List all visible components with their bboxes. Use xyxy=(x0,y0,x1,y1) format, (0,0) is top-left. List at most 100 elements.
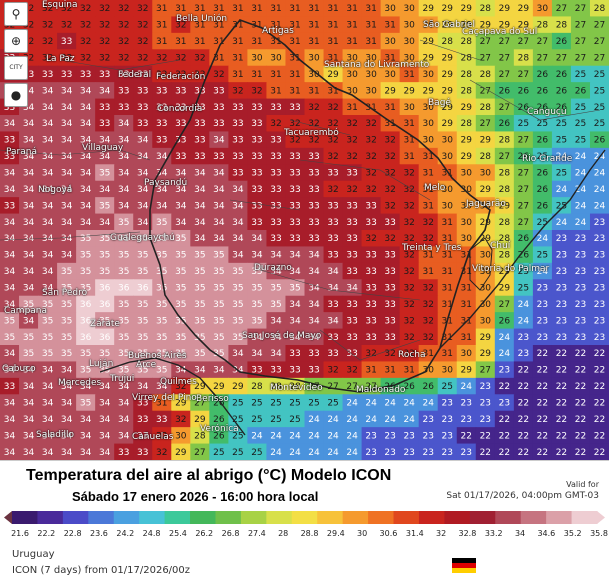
temperature-cell xyxy=(57,32,77,50)
temperature-value: 29 xyxy=(175,448,187,458)
temperature-cell xyxy=(228,65,249,83)
scale-segment xyxy=(190,511,216,524)
temperature-value: 33 xyxy=(99,70,110,80)
temperature-value: 33 xyxy=(156,415,167,425)
temperature-value: 29 xyxy=(442,21,454,31)
temperature-cell xyxy=(19,312,39,330)
temperature-value: 28 xyxy=(289,382,301,392)
temperature-value: 25 xyxy=(575,70,586,80)
temperature-value: 35 xyxy=(194,251,205,261)
temperature-cell xyxy=(532,410,553,428)
temperature-value: 28 xyxy=(537,21,549,31)
temperature-value: 30 xyxy=(480,300,492,310)
map-view[interactable]: 3232323232323232313131313131313131313131… xyxy=(0,0,609,460)
temperature-value: 31 xyxy=(213,21,224,31)
temperature-cell xyxy=(551,147,572,165)
temperature-value: 30 xyxy=(270,54,282,64)
city-labels-icon[interactable]: CITY xyxy=(4,56,28,80)
scale-tick-label: 22.8 xyxy=(63,529,82,538)
temperature-value: 32 xyxy=(99,4,110,14)
temperature-value: 27 xyxy=(518,185,529,195)
temperature-value: 32 xyxy=(346,185,357,195)
place-label: Luján xyxy=(89,359,114,369)
temperature-cell xyxy=(209,312,229,330)
temperature-cell xyxy=(19,328,39,346)
temperature-cell xyxy=(418,115,439,133)
temperature-cell xyxy=(456,345,477,363)
temperature-cell xyxy=(19,295,39,313)
point-marker-icon[interactable]: ● xyxy=(4,83,28,107)
temperature-cell xyxy=(133,328,153,346)
temperature-cell xyxy=(494,147,515,165)
temperature-value: 22 xyxy=(518,415,529,425)
temperature-value: 33 xyxy=(289,152,300,162)
location-pin-icon[interactable]: ⚲ xyxy=(4,2,28,26)
zoom-icon[interactable]: ⊕ xyxy=(4,29,28,53)
temperature-value: 28 xyxy=(499,251,511,261)
temperature-cell xyxy=(399,164,420,182)
place-label: Verónica xyxy=(200,424,239,434)
temperature-cell xyxy=(57,65,77,83)
temperature-value: 34 xyxy=(42,185,54,195)
temperature-value: 34 xyxy=(23,251,35,261)
temperature-value: 28 xyxy=(461,54,473,64)
scale-tick-label: 31.4 xyxy=(405,529,424,538)
temperature-value: 31 xyxy=(308,4,319,14)
temperature-cell xyxy=(76,427,96,445)
temperature-cell xyxy=(171,295,191,313)
temperature-value: 33 xyxy=(270,366,281,376)
temperature-cell xyxy=(513,427,534,445)
temperature-cell xyxy=(589,312,609,330)
temperature-value: 34 xyxy=(42,431,54,441)
temperature-value: 34 xyxy=(4,284,16,294)
temperature-value: 24 xyxy=(251,431,263,441)
temperature-cell xyxy=(266,32,287,50)
temperature-cell xyxy=(437,197,458,215)
temperature-cell xyxy=(228,82,249,100)
temperature-cell xyxy=(76,32,96,50)
temperature-value: 24 xyxy=(556,218,568,228)
temperature-cell xyxy=(342,295,363,313)
temperature-cell xyxy=(532,98,553,116)
scale-segment xyxy=(266,511,293,524)
temperature-value: 34 xyxy=(23,382,35,392)
temperature-value: 33 xyxy=(365,333,376,343)
temperature-cell xyxy=(589,65,609,83)
temperature-cell xyxy=(19,345,39,363)
map-toolbar: ⚲ ⊕ CITY ● xyxy=(4,2,28,107)
temperature-value: 31 xyxy=(232,21,243,31)
temperature-cell xyxy=(361,443,382,460)
place-label: Cañuelas xyxy=(132,432,174,442)
temperature-cell xyxy=(190,180,210,198)
temperature-value: 34 xyxy=(80,136,92,146)
temperature-value: 33 xyxy=(232,119,243,129)
temperature-cell xyxy=(589,164,609,182)
temperature-cell xyxy=(190,295,210,313)
temperature-value: 27 xyxy=(575,54,586,64)
temperature-value: 29 xyxy=(461,103,473,113)
temperature-value: 27 xyxy=(556,54,567,64)
temperature-value: 25 xyxy=(594,86,605,96)
temperature-cell xyxy=(361,213,382,231)
temperature-cell xyxy=(399,312,420,330)
temperature-cell xyxy=(95,410,115,428)
temperature-cell xyxy=(247,115,268,133)
temperature-cell xyxy=(342,443,363,460)
temperature-cell xyxy=(95,377,115,395)
temperature-value: 34 xyxy=(118,169,130,179)
temperature-value: 29 xyxy=(461,366,473,376)
temperature-value: 34 xyxy=(156,152,168,162)
temperature-value: 34 xyxy=(61,415,73,425)
temperature-value: 34 xyxy=(61,218,73,228)
temperature-value: 35 xyxy=(99,316,110,326)
temperature-value: 33 xyxy=(213,103,224,113)
temperature-cell xyxy=(399,427,420,445)
scale-tick-label: 35.2 xyxy=(563,529,582,538)
temperature-cell xyxy=(475,377,496,395)
temperature-cell xyxy=(418,213,439,231)
temperature-value: 33 xyxy=(365,267,376,277)
temperature-value: 32 xyxy=(118,21,129,31)
place-label: Trujui xyxy=(110,374,135,384)
temperature-value: 27 xyxy=(518,37,529,47)
temperature-value: 24 xyxy=(575,152,587,162)
